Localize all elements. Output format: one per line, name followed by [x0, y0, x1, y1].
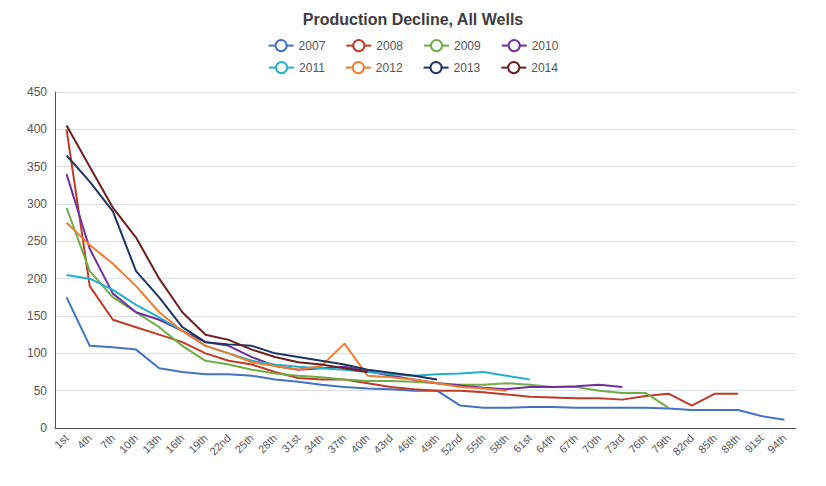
svg-text:300: 300 [27, 197, 47, 211]
svg-text:49th: 49th [418, 432, 442, 456]
svg-text:2012: 2012 [376, 61, 403, 75]
svg-text:200: 200 [27, 272, 47, 286]
svg-text:2008: 2008 [376, 39, 403, 53]
svg-text:450: 450 [27, 85, 47, 99]
svg-text:31st: 31st [279, 432, 302, 455]
svg-text:250: 250 [27, 234, 47, 248]
svg-text:52nd: 52nd [439, 432, 465, 458]
svg-text:58th: 58th [487, 432, 511, 456]
svg-text:19th: 19th [186, 432, 210, 456]
svg-text:76th: 76th [626, 432, 650, 456]
svg-text:2007: 2007 [299, 39, 326, 53]
svg-text:150: 150 [27, 309, 47, 323]
svg-text:22nd: 22nd [207, 432, 233, 458]
svg-text:67th: 67th [557, 432, 581, 456]
svg-text:28th: 28th [256, 432, 280, 456]
svg-text:43rd: 43rd [371, 432, 395, 456]
svg-text:0: 0 [40, 421, 47, 435]
svg-text:85th: 85th [696, 432, 720, 456]
svg-text:46th: 46th [395, 432, 419, 456]
svg-text:100: 100 [27, 346, 47, 360]
svg-text:Production Decline, All Wells: Production Decline, All Wells [303, 11, 524, 28]
svg-text:10th: 10th [117, 432, 141, 456]
svg-text:4th: 4th [75, 432, 94, 451]
svg-text:1st: 1st [52, 432, 71, 451]
svg-text:2011: 2011 [299, 61, 325, 75]
svg-text:400: 400 [27, 122, 47, 136]
svg-text:55th: 55th [464, 432, 488, 456]
svg-text:73rd: 73rd [603, 432, 627, 456]
svg-text:79th: 79th [649, 432, 673, 456]
svg-text:34th: 34th [302, 432, 326, 456]
svg-text:2010: 2010 [532, 39, 559, 53]
svg-text:7th: 7th [98, 432, 117, 451]
svg-text:40th: 40th [348, 432, 372, 456]
svg-text:94th: 94th [765, 432, 789, 456]
svg-text:82nd: 82nd [670, 432, 696, 458]
svg-text:2014: 2014 [531, 61, 558, 75]
svg-text:64th: 64th [533, 432, 557, 456]
svg-text:61st: 61st [511, 432, 534, 455]
svg-text:91st: 91st [742, 432, 765, 455]
svg-text:16th: 16th [163, 432, 187, 456]
svg-text:37th: 37th [325, 432, 349, 456]
svg-text:70th: 70th [580, 432, 604, 456]
svg-text:350: 350 [27, 160, 47, 174]
svg-text:13th: 13th [140, 432, 164, 456]
svg-text:2013: 2013 [454, 61, 481, 75]
svg-text:88th: 88th [719, 432, 743, 456]
svg-text:50: 50 [34, 384, 48, 398]
svg-text:2009: 2009 [454, 39, 481, 53]
svg-text:25th: 25th [232, 432, 256, 456]
